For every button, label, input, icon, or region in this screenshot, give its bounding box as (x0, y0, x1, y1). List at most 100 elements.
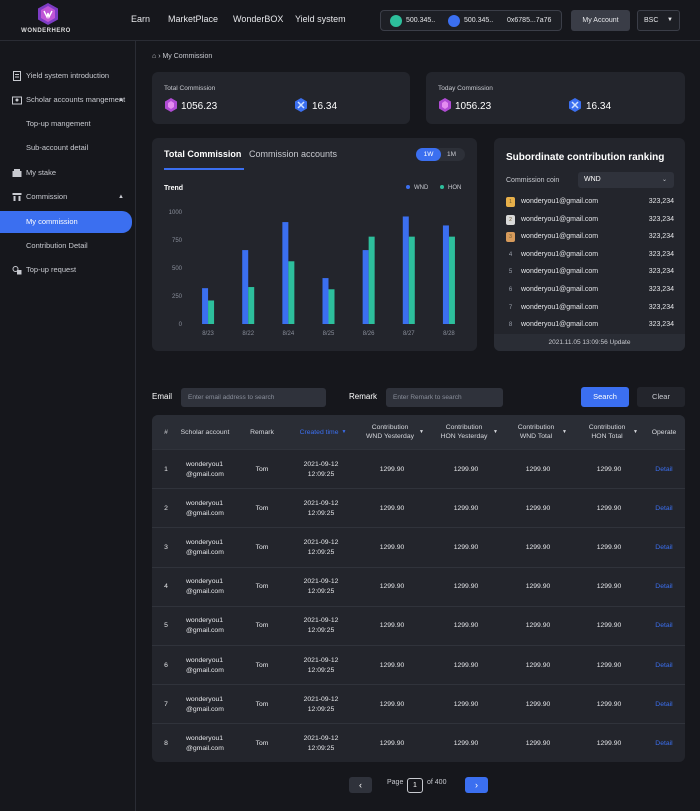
th-hon-total[interactable]: Contribution HON Total ▼ (576, 415, 646, 449)
x-tick-label: 8/23 (202, 331, 214, 337)
next-page-button[interactable]: › (465, 777, 488, 793)
sidebar-item-sub-account-detail[interactable]: Sub-account detail (0, 138, 132, 158)
wallet-pill[interactable]: 500.345.. 500.345.. 0x6785...7a76 (380, 10, 562, 31)
cell-remark: Tom (255, 739, 269, 747)
sort-down-icon: ▼ (633, 428, 638, 435)
sort-down-icon: ▼ (493, 428, 498, 435)
bar-wnd (202, 288, 209, 324)
ranking-row: 7 wonderyou1@gmail.com 323,234 (506, 301, 674, 315)
range-1m-button[interactable]: 1M (447, 151, 457, 158)
bar-wnd (402, 216, 409, 324)
range-toggle[interactable]: 1W 1M (416, 148, 465, 161)
page-label: Page (387, 779, 404, 786)
nav-wonderbox[interactable]: WonderBOX (233, 14, 284, 24)
cell-hon-total: 1299.90 (596, 622, 622, 630)
rank-score: 323,234 (648, 233, 674, 241)
sidebar-item-topup-mangement[interactable]: Top-up mangement (0, 114, 132, 134)
cell-hon-yesterday: 1299.90 (453, 661, 479, 669)
sidebar-item-yield-intro[interactable]: Yield system introduction (0, 66, 132, 86)
detail-link[interactable]: Detail (655, 739, 673, 747)
detail-link[interactable]: Detail (655, 465, 673, 473)
detail-link[interactable]: Detail (655, 700, 673, 708)
my-account-button[interactable]: My Account (571, 10, 630, 31)
cell-remark: Tom (255, 504, 269, 512)
x-tick-label: 8/24 (283, 331, 295, 337)
cell-remark: Tom (255, 543, 269, 551)
y-tick-label: 0 (179, 322, 183, 328)
nav-earn[interactable]: Earn (131, 14, 151, 24)
page-number-input[interactable]: 1 (407, 778, 423, 793)
th-created-time[interactable]: Created time ▼ (292, 415, 354, 449)
th-wnd-yesterday[interactable]: Contribution WND Yesterday ▼ (358, 415, 430, 449)
x-tick-label: 8/28 (443, 331, 455, 337)
cell-hon-total: 1299.90 (596, 543, 622, 551)
sort-down-icon: ▼ (341, 428, 347, 435)
sidebar-item-topup-request[interactable]: Top-up request (0, 260, 132, 280)
clear-button[interactable]: Clear (637, 387, 685, 407)
ranking-title: Subordinate contribution ranking (506, 152, 665, 163)
chain-select[interactable]: BSC ▼ (637, 10, 680, 31)
th-operate: Operate (651, 428, 677, 436)
rank-email: wonderyou1@gmail.com (521, 268, 599, 276)
sidebar-item-scholar-accounts[interactable]: Scholar accounts mangement ▲ (0, 90, 132, 110)
commission-coin-select[interactable]: WND ⌄ (578, 172, 674, 188)
today-commission-card: Today Commission 1056.23 16.34 (426, 72, 685, 124)
bar-hon (408, 236, 415, 324)
detail-link[interactable]: Detail (655, 583, 673, 591)
sidebar-item-label: Sub-account detail (26, 143, 89, 152)
email-search-input[interactable]: Enter email address to search (181, 388, 326, 407)
search-button[interactable]: Search (581, 387, 629, 407)
prev-page-button[interactable]: ‹ (349, 777, 372, 793)
th-label: Contribution HON Total (588, 424, 626, 440)
wallet-address: 0x6785...7a76 (507, 17, 552, 24)
cell-index: 7 (164, 700, 168, 708)
th-wnd-total[interactable]: Contribution WND Total ▼ (505, 415, 575, 449)
cell-hon-yesterday: 1299.90 (453, 583, 479, 591)
cell-remark: Tom (255, 622, 269, 630)
table-row: 5 wonderyou1 @gmail.com Tom 2021-09-12 12:0… (152, 605, 685, 645)
rank-email: wonderyou1@gmail.com (521, 303, 599, 311)
rank-score: 323,234 (648, 215, 674, 223)
cell-wnd-total: 1299.90 (525, 739, 551, 747)
y-tick-label: 250 (172, 294, 183, 300)
remark-search-input[interactable]: Enter Remark to search (386, 388, 503, 407)
cell-remark: Tom (255, 661, 269, 669)
tab-commission-accounts[interactable]: Commission accounts (249, 149, 338, 159)
cell-index: 4 (164, 583, 168, 591)
sidebar-item-my-stake[interactable]: My stake (0, 163, 132, 183)
cell-account: wonderyou1 @gmail.com (186, 460, 224, 478)
rank-email: wonderyou1@gmail.com (521, 250, 599, 258)
table-row: 3 wonderyou1 @gmail.com Tom 2021-09-12 12:0… (152, 527, 685, 566)
logo[interactable]: WONDERHERO (14, 3, 78, 37)
tab-total-commission[interactable]: Total Commission (164, 149, 242, 159)
home-icon[interactable]: ⌂ (152, 53, 157, 60)
detail-link[interactable]: Detail (655, 622, 673, 630)
nav-marketplace[interactable]: MarketPlace (168, 14, 219, 24)
cell-wnd-total: 1299.90 (525, 661, 551, 669)
cell-wnd-total: 1299.90 (525, 543, 551, 551)
cell-account: wonderyou1 @gmail.com (186, 695, 224, 713)
range-1w-button[interactable]: 1W (416, 148, 441, 161)
detail-link[interactable]: Detail (655, 543, 673, 551)
sidebar-item-commission[interactable]: Commission ▲ (0, 187, 132, 207)
breadcrumb: ⌂ › My Commission (152, 53, 212, 60)
wnd-balance: 500.345.. (406, 17, 436, 24)
sidebar-item-my-commission[interactable]: My commission (0, 211, 132, 233)
sidebar-item-label: Top-up request (26, 265, 77, 274)
sidebar-item-contribution-detail[interactable]: Contribution Detail (0, 236, 132, 256)
detail-link[interactable]: Detail (655, 504, 673, 512)
trend-bar-chart: 0 250 500 750 1000 8/23 8/22 8/24 8/25 8/26 8/27 8/… (169, 210, 456, 337)
legend-label: HON (448, 185, 462, 191)
wnd-token-icon (165, 98, 177, 112)
active-tab-underline (164, 168, 244, 170)
cell-created-time: 2021-09-12 12:09:25 (303, 460, 339, 478)
rank-number: 5 (508, 269, 513, 276)
total-wnd-value: 1056.23 (181, 101, 218, 112)
detail-link[interactable]: Detail (655, 661, 673, 669)
bar-wnd (322, 278, 329, 324)
y-tick-label: 1000 (169, 210, 183, 216)
cell-created-time: 2021-09-12 12:09:25 (303, 695, 339, 713)
nav-yield-system[interactable]: Yield system (295, 14, 346, 24)
th-hon-yesterday[interactable]: Contribution HON Yesterday ▼ (432, 415, 504, 449)
cell-remark: Tom (255, 465, 269, 473)
